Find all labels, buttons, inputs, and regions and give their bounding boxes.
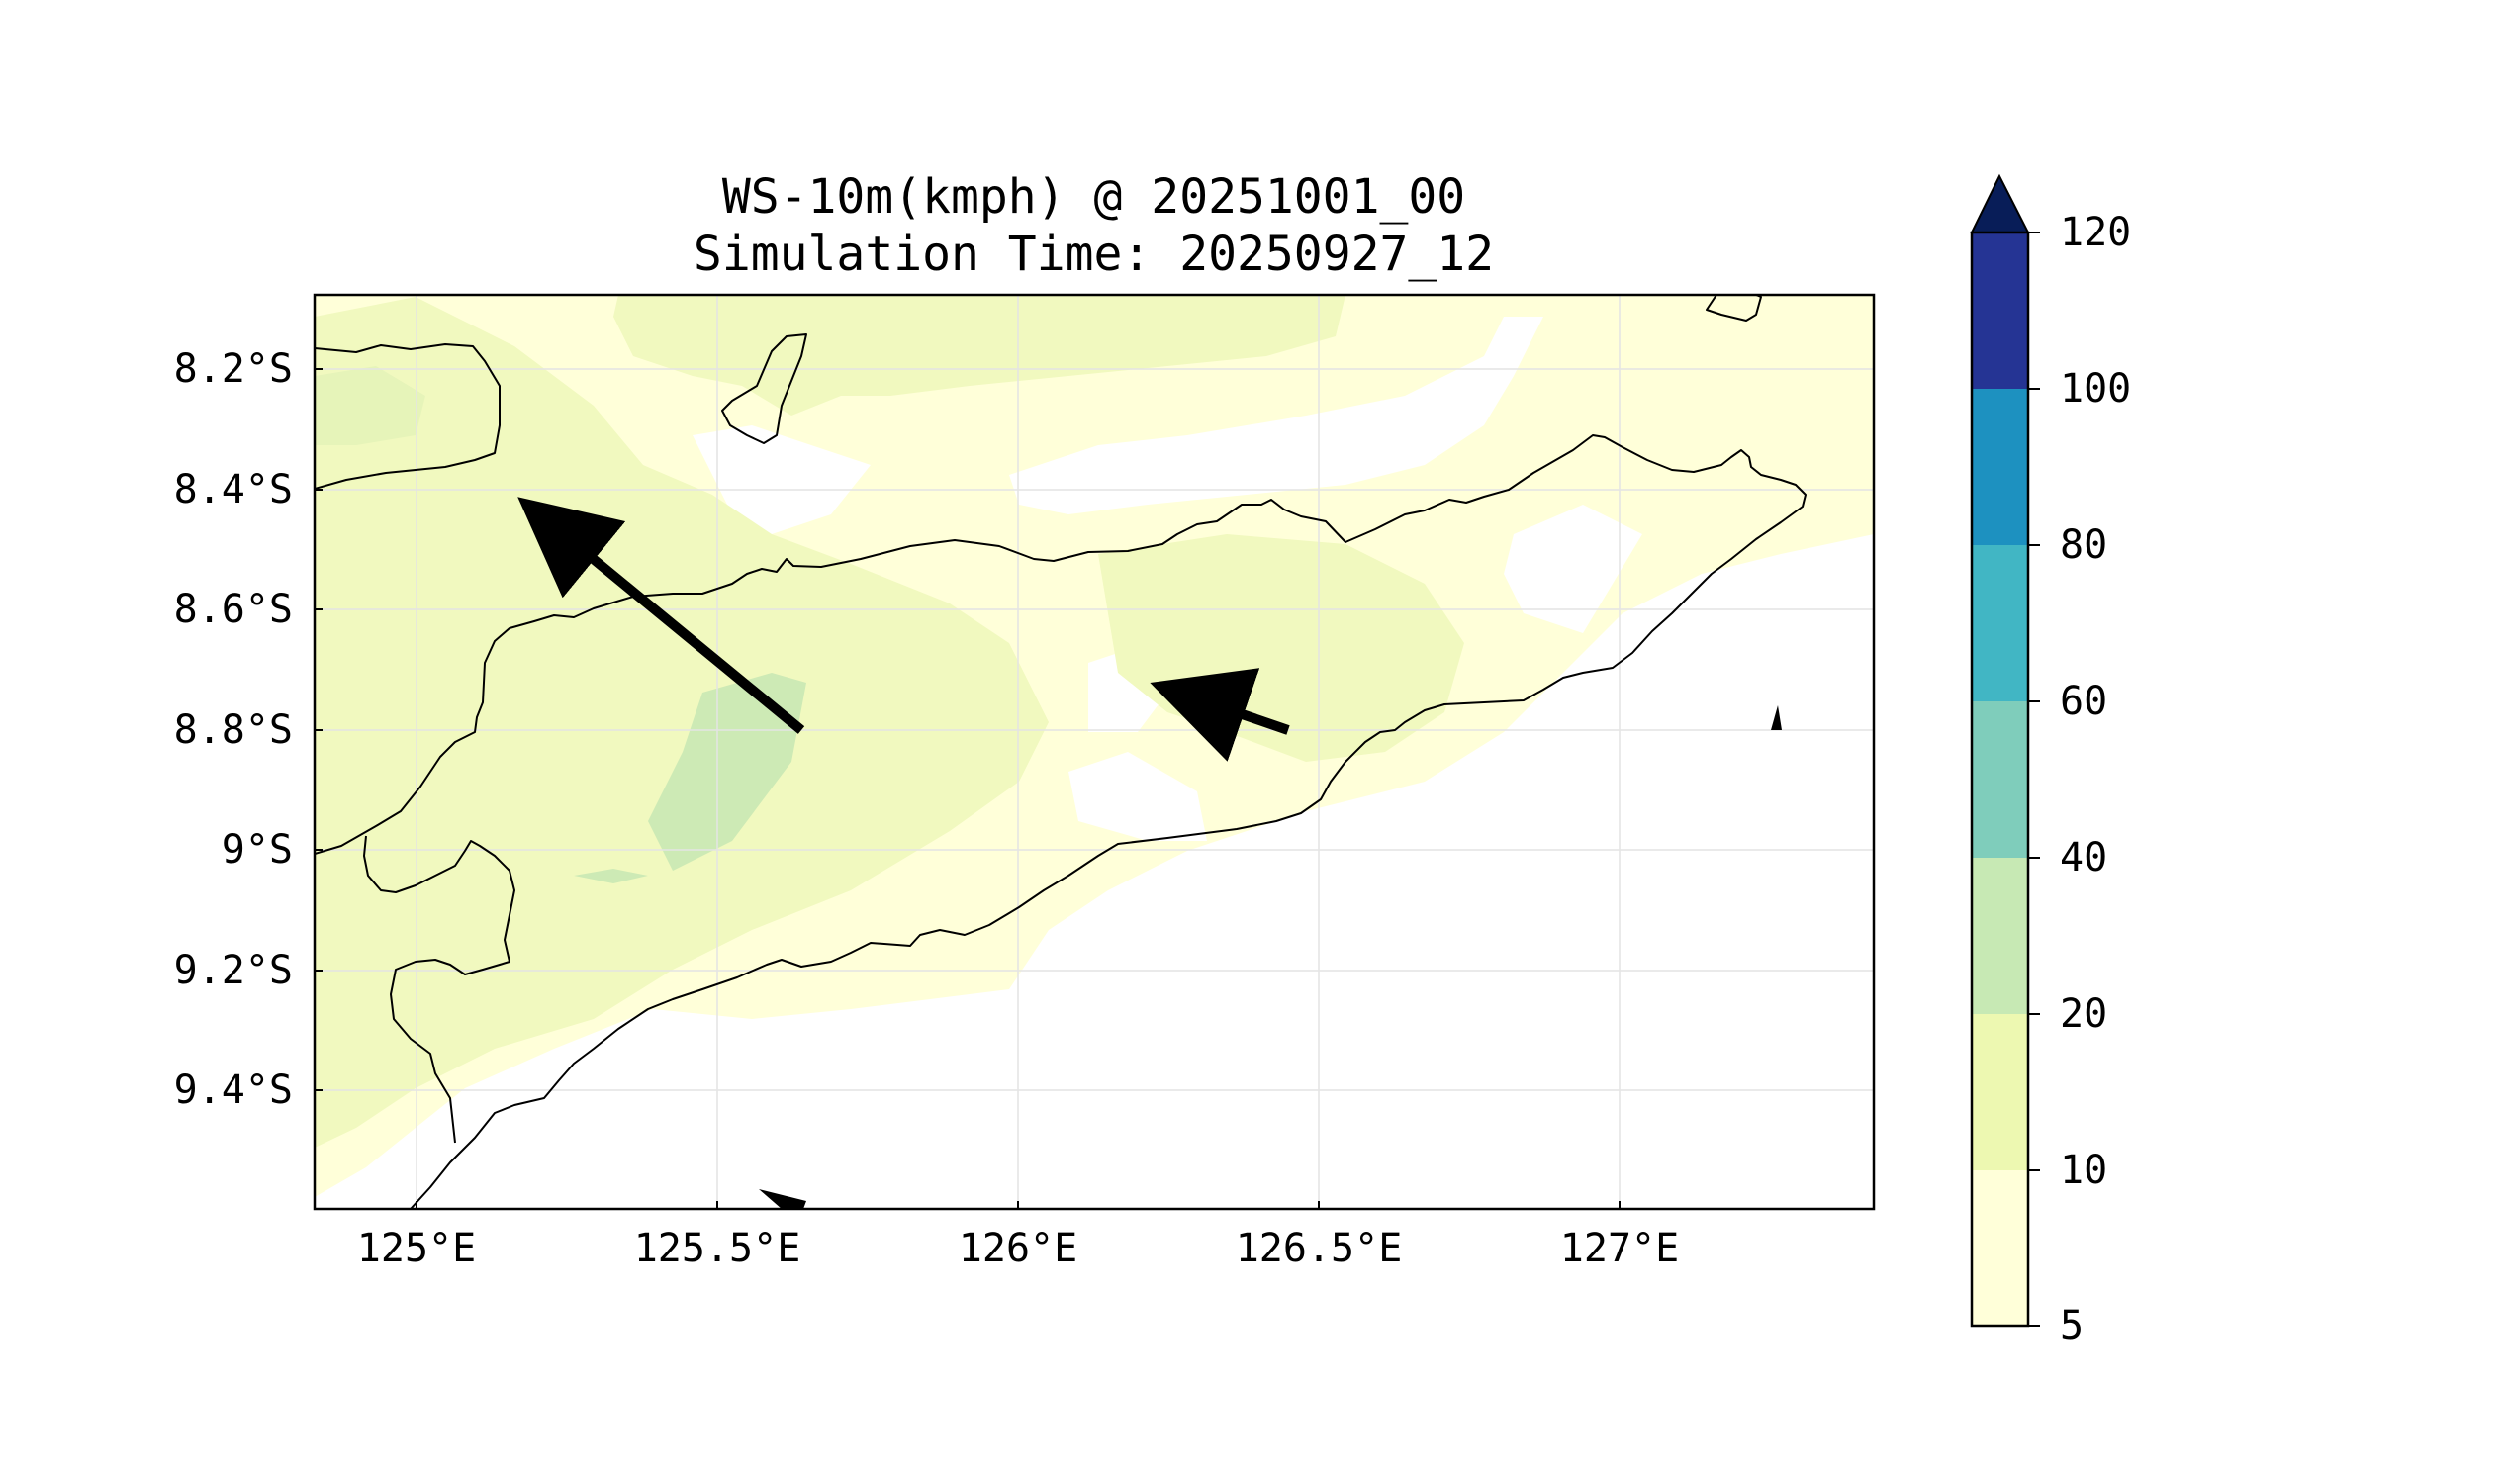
colorbar-segment-20-40 — [1972, 858, 2028, 1014]
axis-ticks — [315, 368, 1621, 1209]
lat-label-8-2: 8.2°S — [173, 346, 293, 392]
lat-label-9-2: 9.2°S — [173, 948, 293, 993]
lon-label-126: 126°E — [958, 1226, 1078, 1271]
colorbar-segment-100-120 — [1972, 232, 2028, 389]
plot-frame — [313, 293, 1876, 1211]
colorbar-label-10: 10 — [2060, 1148, 2108, 1193]
lon-label-126-5: 126.5°E — [1235, 1226, 1403, 1271]
wind-vector-4 — [759, 1189, 806, 1209]
colorbar-label-120: 120 — [2060, 210, 2132, 255]
lat-label-9-4: 9.4°S — [173, 1067, 293, 1113]
lat-label-8-6: 8.6°S — [173, 587, 293, 632]
lon-label-125-5: 125.5°E — [633, 1226, 801, 1271]
gridlines — [315, 295, 1874, 1209]
lat-label-9: 9°S — [221, 827, 293, 873]
lat-label-8-4: 8.4°S — [173, 467, 293, 512]
coastline-alor — [315, 343, 501, 490]
colorbar-frame — [1970, 231, 2030, 1328]
colorbar-segment-10-20 — [1972, 1014, 2028, 1170]
wind-band-20-40-west — [315, 366, 425, 445]
coastline-timor-north — [315, 434, 1807, 1209]
calm-patch-east — [1504, 505, 1642, 633]
coastline-atauro — [721, 333, 807, 444]
map-subtitle: Simulation Time: 20250927_12 — [693, 227, 1495, 282]
wind-vectors — [517, 497, 1782, 1209]
colorbar-segment-80-100 — [1972, 389, 2028, 545]
colorbar-extend-arrow — [1970, 173, 2030, 233]
colorbar — [1970, 173, 2040, 1328]
wind-vector-1 — [517, 497, 805, 734]
lon-label-125: 125°E — [356, 1226, 477, 1271]
colorbar-segment-5-10 — [1972, 1170, 2028, 1326]
wind-band-20-40-small — [574, 869, 648, 883]
wind-speed-field — [315, 295, 1874, 1209]
colorbar-label-100: 100 — [2060, 366, 2132, 412]
calm-patch-center — [693, 425, 871, 534]
colorbar-label-40: 40 — [2060, 835, 2108, 881]
colorbar-label-60: 60 — [2060, 679, 2108, 724]
wind-vector-3 — [1771, 705, 1782, 730]
colorbar-label-20: 20 — [2060, 991, 2108, 1037]
wind-vector-2 — [1150, 668, 1290, 762]
colorbar-segment-40-60 — [1972, 701, 2028, 858]
coastline-timor-inlet — [363, 835, 515, 1144]
coastlines — [315, 295, 1807, 1209]
wind-band-20-40 — [648, 673, 806, 871]
lat-label-8-8: 8.8°S — [173, 707, 293, 753]
wind-band-10-20-main — [315, 297, 1049, 1148]
calm-patch-south-mid — [1068, 752, 1207, 841]
coastline-small-island — [1706, 295, 1762, 322]
map-title: WS-10m(kmph) @ 20251001_00 — [721, 169, 1466, 225]
wind-band-10-20-north — [613, 295, 1345, 416]
lon-label-127: 127°E — [1559, 1226, 1680, 1271]
calm-patch-north — [1009, 317, 1543, 514]
colorbar-segment-60-80 — [1972, 545, 2028, 701]
colorbar-label-80: 80 — [2060, 522, 2108, 568]
colorbar-label-5: 5 — [2060, 1303, 2085, 1348]
